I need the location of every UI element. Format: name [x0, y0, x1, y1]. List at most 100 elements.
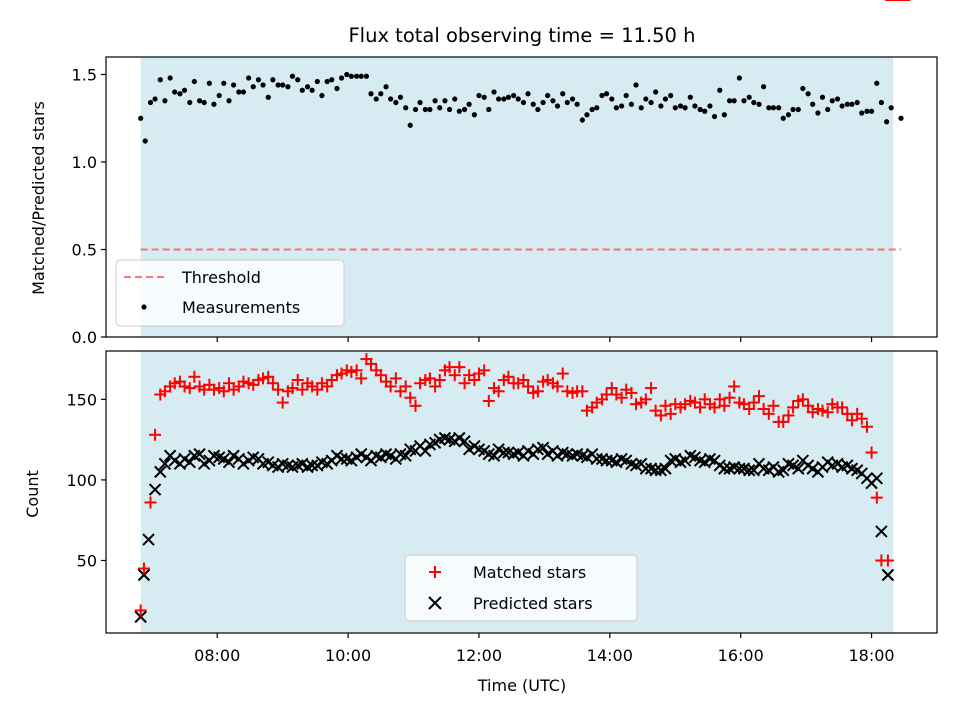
- measurement-point: [736, 75, 742, 81]
- measurement-point: [314, 78, 320, 85]
- measurement-point: [491, 89, 497, 95]
- matched-star-point: [576, 385, 589, 398]
- measurement-point: [397, 94, 404, 100]
- matched-star-point: [276, 396, 289, 409]
- measurement-point: [358, 73, 364, 79]
- top-x-ticks: [216, 337, 873, 342]
- measurement-point: [599, 92, 605, 99]
- matched-star-point: [207, 383, 220, 396]
- measurement-point: [545, 92, 551, 99]
- matched-star-point: [183, 382, 196, 395]
- x-axis-label: Time (UTC): [477, 676, 566, 695]
- measurement-point: [285, 84, 291, 90]
- matched-star-point: [556, 367, 569, 380]
- predicted-star-point: [881, 568, 895, 582]
- legend-measurements-label: Measurements: [182, 298, 300, 317]
- measurement-point: [756, 101, 762, 107]
- measurement-point: [152, 96, 158, 102]
- measurement-point: [550, 98, 556, 104]
- matched-star-point: [777, 415, 790, 428]
- measurement-point: [221, 80, 227, 86]
- measurement-point: [452, 96, 458, 102]
- measurement-point: [884, 119, 890, 125]
- measurement-point: [378, 91, 384, 97]
- measurement-point: [270, 77, 276, 83]
- x-tick-label: 18:00: [849, 646, 895, 665]
- measurement-point: [707, 103, 713, 109]
- measurement-point: [329, 77, 335, 83]
- matched-star-point: [664, 407, 677, 420]
- measurement-point: [815, 110, 821, 116]
- predicted-star-point: [305, 459, 319, 472]
- matched-star-point: [365, 357, 378, 370]
- predicted-star-point: [158, 457, 172, 471]
- measurement-point: [246, 75, 252, 81]
- measurement-point: [162, 98, 168, 104]
- measurement-point: [780, 115, 786, 121]
- y-tick-label: 1.0: [72, 153, 97, 172]
- matched-star-point: [743, 403, 756, 416]
- matched-star-point: [429, 380, 442, 393]
- matched-star-point: [149, 428, 162, 441]
- measurement-point: [574, 101, 580, 107]
- predicted-star-point: [142, 533, 155, 546]
- predicted-star-point: [590, 452, 603, 466]
- measurement-point: [181, 87, 188, 93]
- bottom-legend: Matched stars Predicted stars: [404, 554, 638, 622]
- predicted-star-point: [639, 462, 653, 475]
- x-tick-label: 14:00: [587, 646, 633, 665]
- matched-star-point: [855, 412, 868, 425]
- matched-star-point: [767, 399, 780, 412]
- matched-star-point: [262, 370, 275, 383]
- measurement-point: [240, 89, 247, 95]
- y-tick-label: 0.0: [72, 328, 97, 347]
- matched-star-point: [782, 409, 795, 422]
- measurement-point: [255, 77, 262, 83]
- measurement-point: [717, 87, 723, 93]
- measurement-point: [476, 92, 482, 99]
- predicted-star-point: [659, 462, 672, 475]
- measurement-point: [142, 138, 148, 144]
- measurement-point: [829, 98, 835, 104]
- measurement-point: [805, 91, 811, 97]
- measurement-point: [226, 98, 232, 104]
- measurement-point: [309, 87, 315, 93]
- measurement-point: [726, 98, 733, 104]
- matched-star-point: [694, 401, 707, 414]
- matched-star-point: [257, 372, 270, 385]
- matched-star-point: [433, 374, 446, 387]
- measurement-point: [230, 82, 237, 88]
- measurement-point: [834, 96, 841, 102]
- predicted-star-point: [600, 454, 613, 467]
- measurement-point: [216, 92, 222, 99]
- measurement-point: [427, 106, 433, 113]
- matched-star-point: [458, 377, 471, 390]
- measurement-point: [403, 105, 409, 111]
- predicted-star-point: [870, 472, 884, 485]
- measurement-point: [344, 71, 350, 78]
- matched-star-point: [551, 380, 564, 393]
- matched-star-point: [531, 385, 544, 398]
- measurement-point: [324, 78, 330, 85]
- measurement-point: [319, 92, 325, 99]
- matched-star-point: [482, 394, 495, 407]
- predicted-star-point: [875, 525, 888, 538]
- measurement-point: [810, 101, 816, 107]
- measurement-point: [648, 99, 654, 106]
- measurement-point: [564, 99, 570, 106]
- measurement-point: [868, 108, 875, 114]
- matched-star-point: [291, 374, 304, 387]
- measurement-point: [196, 98, 203, 104]
- measurement-point: [878, 99, 884, 106]
- measurement-point: [628, 101, 635, 107]
- measurement-point: [638, 105, 644, 111]
- measurement-point: [613, 105, 619, 111]
- matched-star-point: [384, 380, 397, 393]
- measurement-point: [603, 91, 610, 97]
- measurement-point: [299, 87, 305, 93]
- measurement-point: [697, 106, 703, 113]
- predicted-star-point: [718, 462, 731, 475]
- measurement-point: [206, 80, 212, 86]
